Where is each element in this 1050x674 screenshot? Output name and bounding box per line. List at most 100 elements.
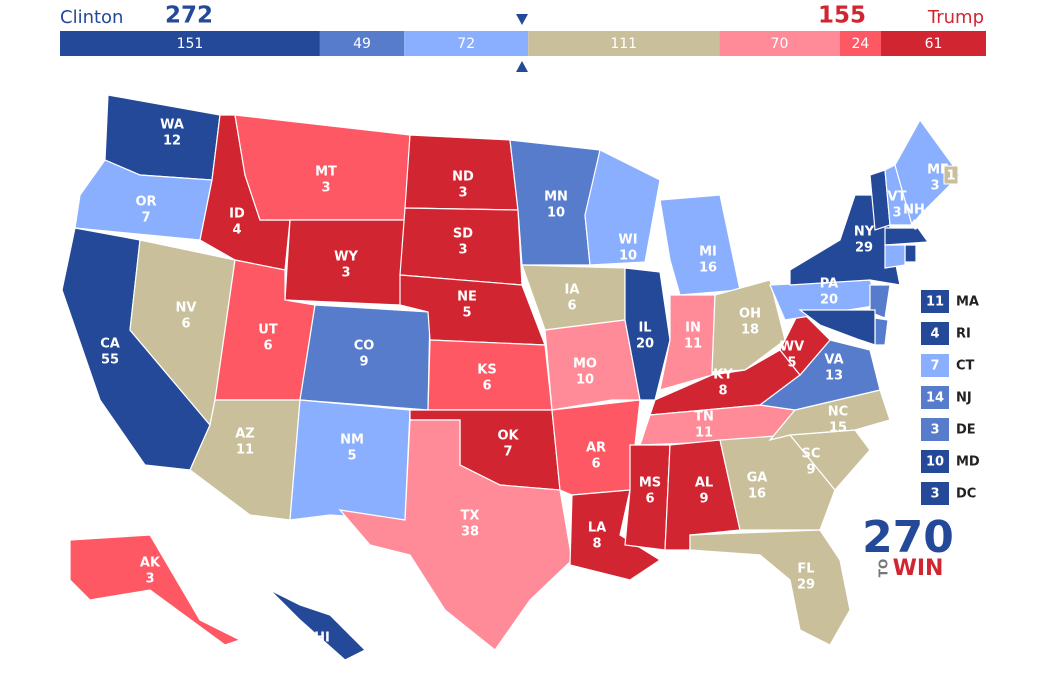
legend-abbr: NJ: [956, 391, 972, 406]
bar-segment: [719, 31, 840, 56]
state-abbr: LA: [588, 521, 606, 536]
state-abbr: TN: [694, 410, 714, 425]
legend-ev: 3: [930, 487, 939, 502]
state-ev: 5: [787, 356, 796, 371]
state-ev: 5: [462, 306, 471, 321]
legend-abbr: DC: [956, 487, 976, 502]
state-ev: 16: [699, 261, 717, 276]
state-abbr: GA: [747, 471, 768, 486]
state-ev: 5: [347, 449, 356, 464]
state-abbr: WV: [780, 340, 804, 355]
state-ev: 12: [163, 134, 181, 149]
total-right: 155: [818, 3, 866, 29]
state-abbr: IL: [638, 321, 651, 336]
state-shape: [711, 279, 786, 373]
state-abbr: FL: [797, 562, 814, 577]
legend-abbr: CT: [956, 359, 975, 374]
state-ev: 20: [820, 293, 838, 308]
state-abbr: MT: [315, 165, 337, 180]
state-shape: [584, 149, 661, 266]
state-ev: 29: [855, 241, 873, 256]
state-shape: [779, 308, 831, 376]
state-abbr: NM: [340, 433, 364, 448]
state-abbr: WA: [160, 118, 184, 133]
state-ev: 10: [576, 373, 594, 388]
state-abbr: NC: [828, 405, 848, 420]
state-abbr: MI: [699, 245, 717, 260]
bar-label: 24: [851, 36, 869, 52]
state-shape: [659, 194, 741, 296]
logo-to: TO: [877, 559, 891, 577]
state-abbr: OR: [135, 195, 156, 210]
state-abbr: SD: [453, 227, 473, 242]
state-ev: 13: [825, 369, 843, 384]
state-abbr: WY: [334, 250, 358, 265]
state-shape: [269, 589, 367, 661]
bar-label: 111: [610, 36, 637, 52]
state-abbr: MN: [544, 190, 568, 205]
state-ev: 7: [141, 211, 150, 226]
legend-ev: 7: [930, 359, 939, 374]
legend-abbr: MD: [956, 455, 980, 470]
state-abbr: KS: [477, 363, 496, 378]
state-shape: [904, 244, 917, 263]
state-ev: 6: [263, 339, 272, 354]
state-shape: [544, 319, 641, 411]
legend-abbr: RI: [956, 327, 971, 342]
state-ev: 10: [547, 206, 565, 221]
state-shape: [874, 317, 889, 346]
state-ev: 11: [236, 443, 254, 458]
state-ev: 3: [341, 266, 350, 281]
state-ev: 38: [461, 525, 479, 540]
states: [61, 94, 961, 661]
state-ev: 3: [145, 572, 154, 587]
state-ev: 3: [321, 181, 330, 196]
state-ev: 6: [482, 379, 491, 394]
state-abbr: IA: [565, 283, 580, 298]
state-abbr: UT: [258, 323, 278, 338]
candidate-right: Trump: [927, 7, 984, 28]
state-abbr: AK: [140, 556, 161, 571]
state-abbr: NE: [457, 290, 477, 305]
state-abbr: IN: [685, 321, 701, 336]
legend-box: [921, 418, 949, 441]
legend-abbr: DE: [956, 423, 976, 438]
small-state-legend: 11 MA 4 RI 7 CT 14 NJ 3 DE 10 MD 3 DC: [921, 290, 980, 505]
bar-label: 49: [353, 36, 371, 52]
state-ev: 3: [458, 186, 467, 201]
state-abbr: CO: [354, 339, 375, 354]
bar-segment: [60, 31, 320, 56]
state-shape: [894, 118, 961, 227]
state-ev: 3: [892, 206, 901, 221]
state-abbr: AL: [695, 476, 713, 491]
total-left: 272: [165, 3, 213, 29]
logo-win: WIN: [893, 556, 944, 581]
state-ev: 6: [567, 299, 576, 314]
legend-abbr: MA: [956, 295, 979, 310]
marker-top: [516, 14, 528, 25]
bar-segment: [839, 31, 882, 56]
state-ev: 6: [645, 492, 654, 507]
state-abbr: ID: [229, 207, 245, 222]
state-abbr: ME: [927, 163, 949, 178]
state-ev: 10: [619, 249, 637, 264]
state-shape: [689, 529, 851, 646]
state-shape: [338, 419, 573, 651]
state-labels: WA12OR7CA55NV6ID4MT3WY3UT6AZ11CO9NM5ND3S…: [100, 118, 959, 662]
state-abbr: AZ: [235, 427, 255, 442]
state-ev: 4: [317, 647, 326, 662]
district-box: [943, 165, 959, 185]
logo-number: 270: [862, 512, 954, 563]
ev-bar: 151 49 72 111 70 24 61: [60, 31, 986, 56]
bar-segment: [404, 31, 529, 56]
state-shape: [798, 309, 876, 346]
state-abbr: KY: [713, 368, 733, 383]
bar-label: 70: [771, 36, 789, 52]
legend-ev: 3: [930, 423, 939, 438]
state-abbr: NH: [903, 203, 925, 218]
bar-segment: [528, 31, 720, 56]
state-ev: 16: [748, 487, 766, 502]
state-abbr: NV: [176, 301, 197, 316]
state-abbr: TX: [461, 509, 480, 524]
state-abbr: OK: [497, 429, 519, 444]
